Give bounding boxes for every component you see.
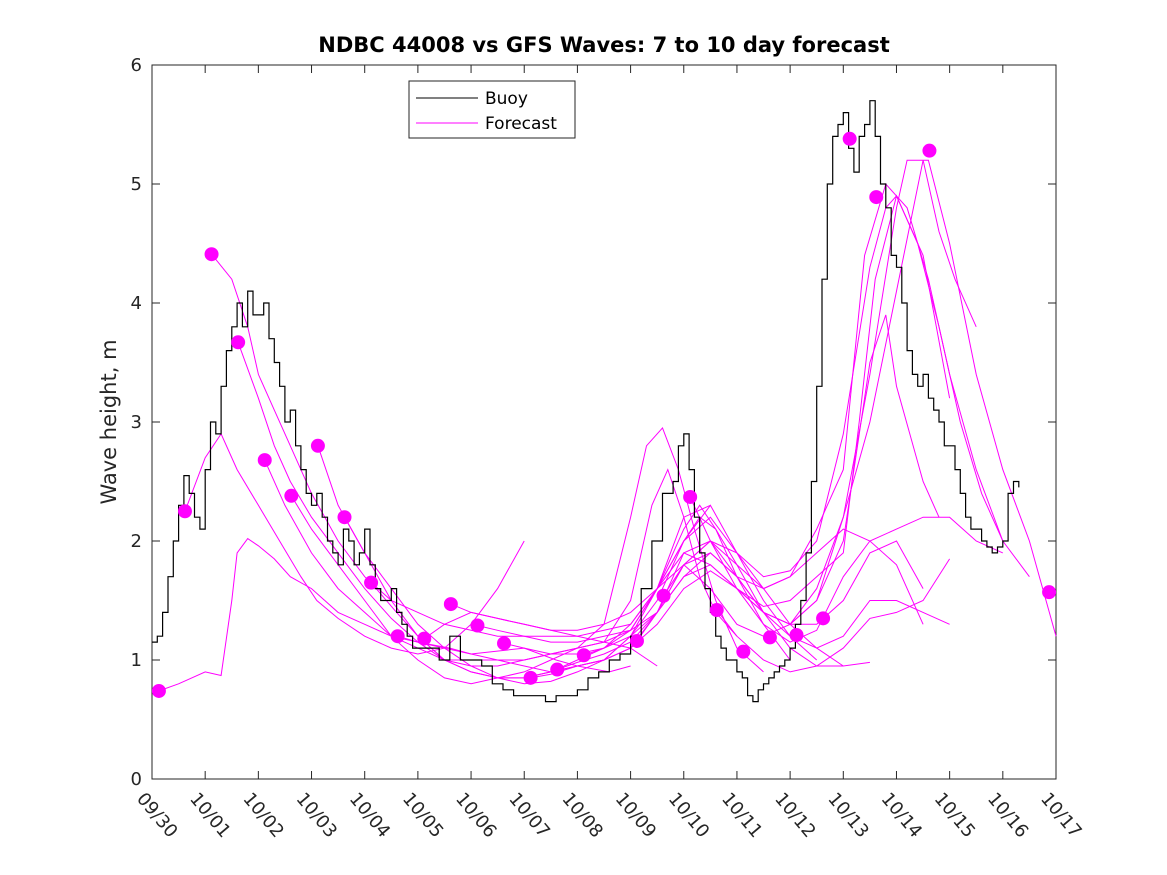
forecast-line-19 bbox=[689, 496, 1004, 643]
legend: Buoy Forecast bbox=[408, 80, 576, 139]
forecast-marker-15 bbox=[550, 662, 565, 677]
y-tick-label: 3 bbox=[131, 412, 142, 433]
forecast-marker-5 bbox=[284, 488, 299, 503]
forecast-marker-28 bbox=[1042, 585, 1057, 600]
forecast-line-8 bbox=[370, 516, 844, 679]
forecast-line-18 bbox=[663, 160, 977, 637]
forecast-marker-16 bbox=[576, 648, 591, 663]
forecast-marker-21 bbox=[736, 644, 751, 659]
forecast-marker-27 bbox=[922, 143, 937, 158]
buoy-line bbox=[152, 100, 1020, 703]
forecast-marker-2 bbox=[204, 247, 219, 262]
y-tick-label: 0 bbox=[131, 769, 142, 790]
y-tick-label: 4 bbox=[131, 293, 142, 314]
forecast-marker-9 bbox=[390, 629, 405, 644]
forecast-line-14 bbox=[530, 194, 951, 679]
forecast-marker-25 bbox=[842, 131, 857, 146]
forecast-line-4 bbox=[264, 459, 738, 661]
forecast-markers bbox=[151, 131, 1057, 698]
forecast-line-16 bbox=[583, 194, 1030, 656]
y-tick-label: 5 bbox=[131, 174, 142, 195]
forecast-marker-26 bbox=[869, 190, 884, 205]
forecast-line-12 bbox=[477, 552, 950, 649]
y-axis-label: Wave height, m bbox=[97, 339, 121, 504]
forecast-line-20 bbox=[716, 558, 951, 673]
forecast-marker-4 bbox=[257, 453, 272, 468]
forecast-marker-20 bbox=[709, 603, 724, 618]
forecast-line-5 bbox=[290, 426, 764, 685]
y-tick-label: 2 bbox=[131, 531, 142, 552]
plot-lines bbox=[152, 100, 1057, 703]
y-tick-label: 1 bbox=[131, 650, 142, 671]
legend-forecast-label: Forecast bbox=[485, 114, 557, 134]
forecast-line-3 bbox=[237, 342, 711, 667]
forecast-marker-13 bbox=[497, 636, 512, 651]
legend-buoy-label: Buoy bbox=[485, 89, 528, 109]
forecast-marker-7 bbox=[337, 510, 352, 525]
forecast-line-0 bbox=[158, 537, 631, 692]
forecast-marker-0 bbox=[151, 683, 166, 698]
forecast-marker-6 bbox=[310, 438, 325, 453]
forecast-marker-8 bbox=[364, 575, 379, 590]
legend-box bbox=[408, 80, 576, 139]
forecast-marker-23 bbox=[789, 628, 804, 643]
y-axis: 0 1 2 3 4 5 6 bbox=[131, 55, 1056, 790]
forecast-marker-3 bbox=[231, 335, 246, 350]
chart-title: NDBC 44008 vs GFS Waves: 7 to 10 day for… bbox=[318, 33, 889, 57]
forecast-line-17 bbox=[636, 159, 1057, 642]
forecast-marker-12 bbox=[470, 618, 485, 633]
forecast-marker-22 bbox=[762, 630, 777, 645]
y-tick-label: 6 bbox=[131, 55, 142, 76]
forecast-marker-11 bbox=[443, 597, 458, 612]
forecast-marker-10 bbox=[417, 631, 432, 646]
forecast-marker-18 bbox=[656, 588, 671, 603]
forecast-marker-1 bbox=[177, 504, 192, 519]
forecast-marker-17 bbox=[629, 633, 644, 648]
forecast-marker-24 bbox=[816, 611, 831, 626]
forecast-marker-14 bbox=[523, 670, 538, 685]
forecast-marker-19 bbox=[683, 489, 698, 504]
